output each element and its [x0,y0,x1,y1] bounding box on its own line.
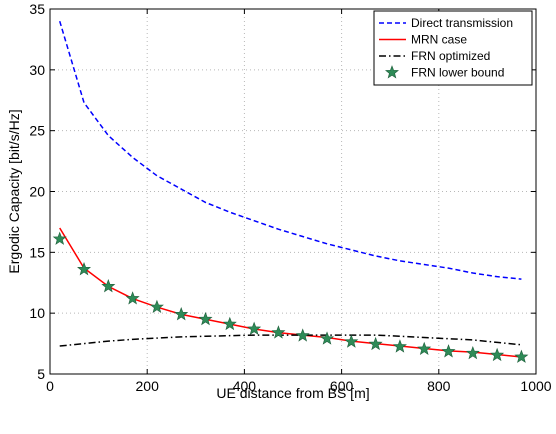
legend-box [373,10,533,86]
y-tick-label: 15 [29,244,45,260]
series-frn-optimized-line [59,334,522,347]
star-marker [125,291,140,305]
x-axis-label: UE distance from BS [m] [216,385,369,401]
series-direct-transmission-line [59,20,522,280]
star-marker [295,328,310,342]
star-marker [77,262,92,276]
y-tick-label: 5 [37,366,45,382]
tick-labels: 0 200 400 600 800 1000 5 10 15 20 25 30 35 [29,1,551,394]
star-marker [101,279,116,293]
y-tick-label: 25 [29,123,45,139]
x-tick-label: 800 [427,378,451,394]
star-marker [149,299,164,314]
y-tick-label: 30 [29,62,45,78]
star-marker [198,311,213,326]
star-marker [368,336,383,351]
star-marker [465,345,480,360]
legend-label-frn-optimized: FRN optimized [411,49,490,63]
star-marker [417,341,432,356]
y-tick-label: 20 [29,184,45,200]
y-tick-label: 35 [29,1,45,17]
y-tick-label: 10 [29,305,45,321]
series-frn-lower-bound [52,231,529,363]
legend-label-frn-lower-bound: FRN lower bound [411,66,504,80]
y-axis-label: Ergodic Capacity [bit/s/Hz] [6,109,22,273]
star-marker [514,349,529,363]
star-marker [174,307,189,321]
star-marker [52,231,67,245]
star-marker [247,321,262,335]
star-marker [441,344,456,358]
series-layer [52,20,529,363]
legend-label-direct-transmission: Direct transmission [411,16,513,30]
x-tick-label: 400 [233,378,257,394]
star-marker [490,347,505,362]
star-marker [344,334,359,348]
star-marker [222,316,237,331]
legend: Direct transmission MRN case FRN optimized… [373,10,533,86]
legend-marker-frn-lower-bound [385,65,399,79]
x-tick-label: 1000 [520,378,551,394]
star-marker [271,325,286,339]
x-tick-label: 0 [46,378,54,394]
star-marker [392,339,407,353]
x-tick-label: 600 [330,378,354,394]
x-tick-label: 200 [136,378,160,394]
star-marker [320,331,335,345]
legend-label-mrn-case: MRN case [411,33,467,47]
